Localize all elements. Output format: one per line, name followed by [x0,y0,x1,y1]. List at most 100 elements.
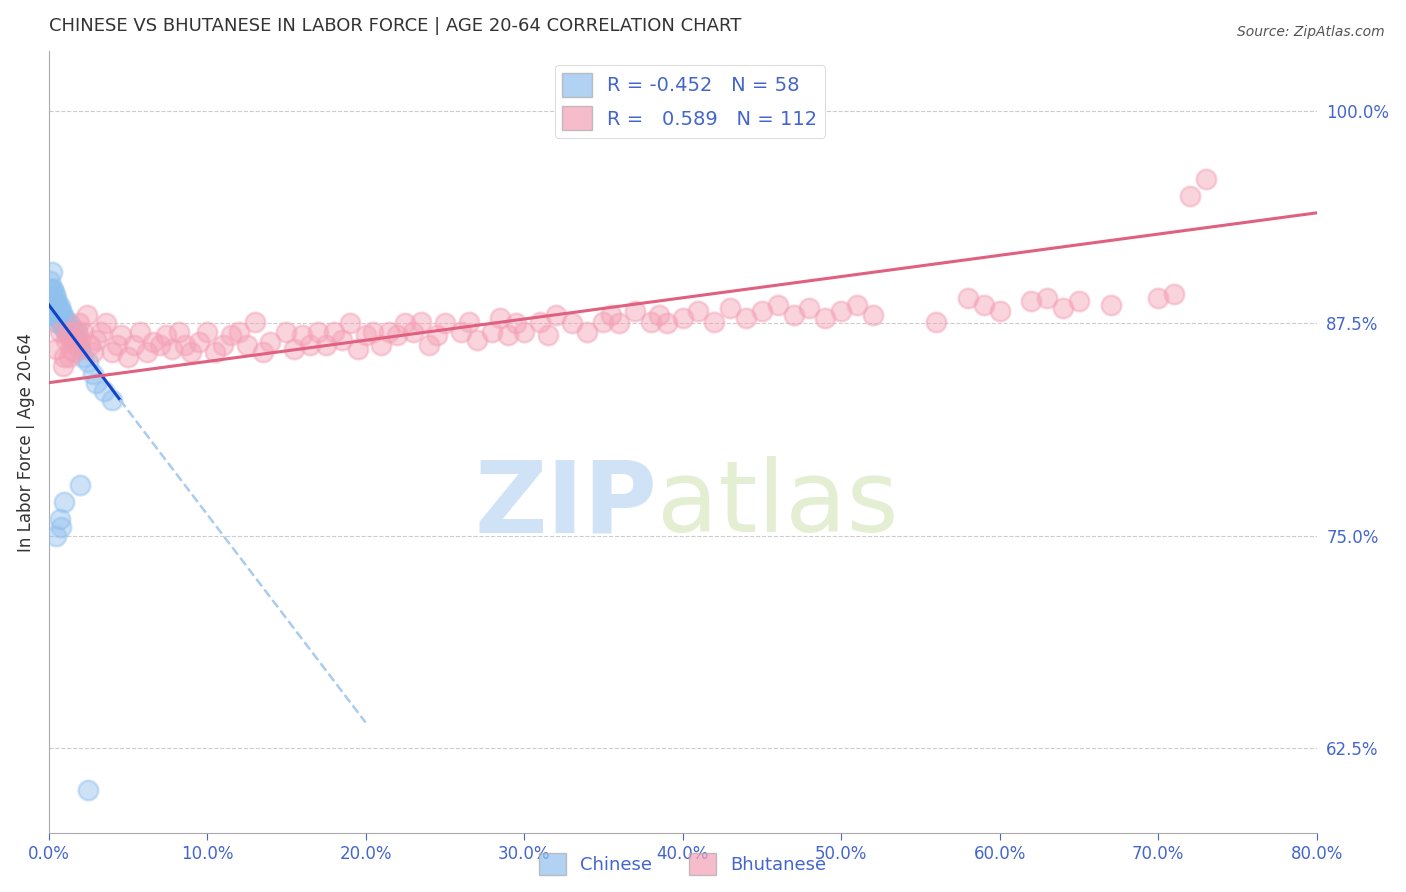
Point [45,308,67,322]
Point [53,350,76,364]
Point [988,304,1011,318]
Point [489,311,512,326]
Point [52,359,75,373]
Point [53,316,76,330]
Point [346,342,368,356]
Point [48,304,70,318]
Point [465,333,488,347]
Point [69,333,91,347]
Point [252,345,274,359]
Point [155,328,177,343]
Point [481,325,503,339]
Point [84,376,107,390]
Point [1067,294,1090,309]
Point [830,304,852,318]
Point [39,274,62,288]
Point [457,315,479,329]
Point [60,321,83,335]
Point [42,308,65,322]
Point [129,325,152,339]
Point [1195,172,1218,186]
Point [433,316,456,330]
Point [42,299,65,313]
Point [195,325,218,339]
Point [291,328,314,343]
Point [862,308,884,322]
Point [1163,287,1185,301]
Point [53,321,76,335]
Point [648,308,671,322]
Point [45,296,67,310]
Point [58,325,80,339]
Point [76,308,98,322]
Point [607,316,630,330]
Y-axis label: In Labor Force | Age 20-64: In Labor Force | Age 20-64 [17,333,35,552]
Point [799,301,821,315]
Point [63,325,86,339]
Point [496,328,519,343]
Point [55,316,77,330]
Point [845,297,868,311]
Point [56,325,79,339]
Point [370,338,392,352]
Point [51,304,73,318]
Point [48,311,70,326]
Point [1147,291,1170,305]
Point [1178,189,1201,203]
Point [65,338,87,352]
Point [259,334,281,349]
Point [72,325,94,339]
Point [56,316,79,330]
Point [72,350,94,364]
Point [409,315,432,329]
Point [42,291,65,305]
Point [973,297,995,311]
Point [387,328,409,343]
Point [180,345,202,359]
Point [276,325,298,339]
Point [1036,291,1059,305]
Point [66,325,89,339]
Point [450,325,472,339]
Point [58,350,80,364]
Legend: Chinese, Bhutanese: Chinese, Bhutanese [531,846,834,882]
Point [44,308,66,322]
Point [330,333,353,347]
Point [79,338,101,352]
Point [624,304,647,318]
Point [122,338,145,352]
Point [592,315,614,329]
Point [142,334,165,349]
Point [46,311,69,326]
Point [956,291,979,305]
Point [782,308,804,322]
Point [51,520,73,534]
Point [378,325,401,339]
Point [52,315,75,329]
Point [58,316,80,330]
Point [60,330,83,344]
Point [299,338,322,352]
Point [529,315,551,329]
Point [63,345,86,359]
Point [576,325,599,339]
Point [44,287,66,301]
Point [354,328,377,343]
Point [561,316,583,330]
Point [1099,297,1122,311]
Point [60,333,83,347]
Point [45,342,67,356]
Point [655,316,678,330]
Point [322,325,344,339]
Point [93,384,115,399]
Point [418,338,440,352]
Point [544,308,567,322]
Point [283,342,305,356]
Point [65,333,87,347]
Point [315,338,337,352]
Point [94,316,117,330]
Point [537,328,560,343]
Point [688,304,710,318]
Point [84,333,107,347]
Point [46,299,69,313]
